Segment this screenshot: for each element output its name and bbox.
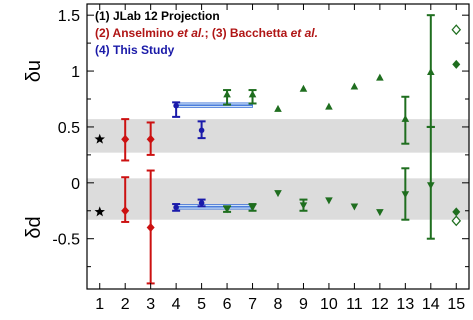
legend-entry-1-part-2: ; (3) Bacchetta — [205, 26, 291, 40]
data-point-13 — [248, 204, 257, 212]
data-point-23 — [376, 209, 384, 217]
legend-entry-0: (1) JLab 12 Projection — [95, 9, 220, 23]
data-point-7 — [173, 204, 179, 211]
data-point-29 — [452, 59, 461, 69]
data-point-10 — [223, 90, 231, 98]
data-point-26 — [427, 67, 435, 75]
x-tick-label-5: 5 — [197, 296, 206, 313]
data-point-0 — [94, 133, 105, 144]
axis-labels-layer: δu δd — [23, 60, 45, 239]
data-point-20 — [350, 82, 359, 90]
data-point-28 — [451, 24, 462, 36]
data-point-9 — [198, 200, 205, 206]
legend-entry-0-part-0: (1) JLab 12 Projection — [95, 9, 220, 23]
data-point-8 — [198, 127, 205, 134]
ticks-layer — [87, 4, 469, 289]
data-point-30 — [452, 207, 461, 217]
data-point-18 — [325, 102, 333, 110]
data-point-6 — [173, 102, 179, 109]
y-axis-label-0: δu — [23, 60, 45, 82]
uncertainty-band-1 — [87, 178, 469, 220]
data-point-4 — [146, 134, 155, 144]
x-tick-label-13: 13 — [396, 296, 414, 313]
x-tick-label-7: 7 — [248, 296, 257, 313]
legend-entry-1-part-0: (2) Anselmino — [95, 26, 177, 40]
y-tick-label-3: 0 — [71, 176, 80, 193]
x-tick-label-14: 14 — [422, 296, 440, 313]
x-tick-label-4: 4 — [172, 296, 181, 313]
x-tick-label-9: 9 — [299, 296, 308, 313]
data-point-27 — [427, 182, 435, 190]
data-point-16 — [299, 84, 308, 92]
bands-layer — [87, 119, 469, 220]
data-point-14 — [274, 104, 282, 112]
legend-entry-2-part-0: (4) This Study — [95, 43, 175, 57]
legend: (1) JLab 12 Projection (2) Anselmino et a… — [95, 9, 318, 57]
data-point-24 — [401, 114, 410, 122]
x-tick-label-12: 12 — [371, 296, 389, 313]
data-point-25 — [401, 191, 410, 199]
data-point-22 — [376, 73, 384, 81]
x-tick-label-11: 11 — [346, 296, 363, 313]
y-tick-label-0: 1.5 — [58, 8, 80, 25]
x-tick-label-15: 15 — [447, 296, 465, 313]
y-tick-label-2: 0.5 — [58, 120, 80, 137]
data-point-3 — [121, 206, 130, 216]
legend-entry-1-part-1: et al. — [177, 26, 204, 40]
legend-entry-2: (4) This Study — [95, 43, 175, 57]
x-tick-label-10: 10 — [320, 296, 338, 313]
tick-labels-layer: 1 2 3 4 5 6 7 8 9 10 11 12 13 14 151.510.50-0.5 — [52, 8, 465, 313]
data-point-31 — [451, 215, 462, 227]
y-axis-label-1: δd — [23, 216, 45, 238]
legend-entry-1-part-3: et al. — [291, 26, 318, 40]
x-tick-label-2: 2 — [121, 296, 130, 313]
data-point-2 — [121, 134, 130, 144]
marker-layer — [94, 24, 462, 233]
y-tick-label-4: -0.5 — [52, 232, 80, 249]
x-tick-label-8: 8 — [274, 296, 283, 313]
data-point-12 — [248, 90, 257, 98]
data-point-5 — [146, 223, 155, 233]
legend-entry-1: (2) Anselmino et al.; (3) Bacchetta et a… — [95, 26, 318, 40]
data-point-15 — [274, 190, 282, 198]
y-tick-label-1: 1 — [71, 64, 80, 81]
data-point-19 — [325, 197, 333, 205]
x-tick-label-1: 1 — [95, 296, 104, 313]
x-tick-label-3: 3 — [146, 296, 155, 313]
data-point-21 — [350, 203, 359, 211]
data-point-1 — [94, 206, 105, 217]
data-point-11 — [223, 206, 231, 214]
uncertainty-band-0 — [87, 119, 469, 153]
data-point-17 — [299, 202, 308, 210]
x-tick-label-6: 6 — [223, 296, 232, 313]
